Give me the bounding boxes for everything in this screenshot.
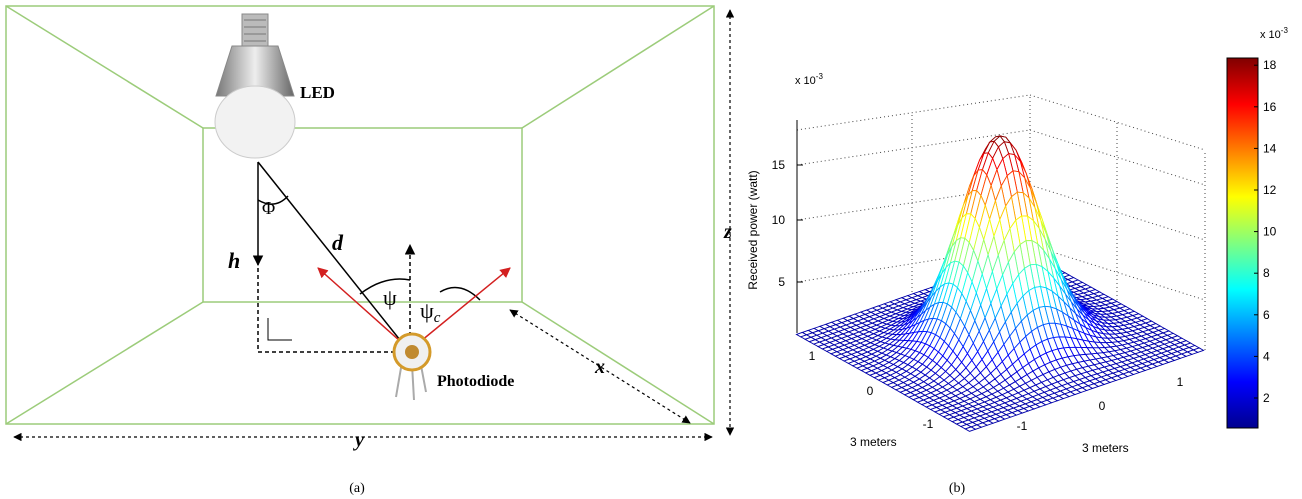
room — [6, 6, 714, 424]
colorbar-tick-label: 12 — [1263, 183, 1277, 197]
colorbar-tick-label: 10 — [1263, 225, 1277, 239]
colorbar-tick-label: 16 — [1263, 100, 1277, 114]
colorbar-tick-label: 18 — [1263, 58, 1277, 72]
axis-tick-label: 0 — [1099, 399, 1106, 413]
z-axis-label: Received power (watt) — [746, 170, 760, 289]
z-tick-label: 15 — [772, 158, 786, 172]
colorbar-tick-label: 4 — [1263, 349, 1270, 363]
led-bulb — [215, 14, 295, 158]
axis-label: 3 meters — [1082, 441, 1129, 455]
psi-label: ψ — [383, 285, 397, 310]
axis-tick-label: 1 — [809, 349, 816, 363]
axis-tick-label: 0 — [867, 384, 874, 398]
photodiode-icon — [394, 334, 430, 400]
z-tick-label: 5 — [778, 275, 785, 289]
axis-tick-label: -1 — [1017, 419, 1028, 433]
y-label: y — [353, 429, 364, 451]
colorbar-multiplier: x 10-3 — [1260, 26, 1288, 41]
photodiode-label: Photodiode — [437, 373, 514, 390]
axis-tick-label: 1 — [1177, 375, 1184, 389]
z-tick-label: 10 — [772, 213, 786, 227]
caption: (a) — [349, 481, 365, 496]
axis-label: 3 meters — [850, 435, 897, 449]
h-label: h — [228, 248, 240, 273]
z-multiplier: x 10-3 — [795, 72, 823, 87]
x-label: x — [594, 356, 605, 378]
colorbar-tick-label: 14 — [1263, 141, 1277, 155]
phi-label: Φ — [262, 198, 275, 218]
colorbar-tick-label: 6 — [1263, 308, 1270, 322]
colorbar — [1227, 58, 1258, 428]
geometry — [14, 10, 730, 437]
d-label: d — [332, 230, 344, 255]
axis-tick-label: -1 — [923, 417, 934, 431]
caption: (b) — [949, 481, 966, 496]
z-label: z — [723, 221, 732, 243]
figure: LED Φ d h ψ ψc z y x Photodiode (a) (b) … — [0, 0, 1302, 499]
surface — [796, 136, 1203, 431]
colorbar-tick-label: 2 — [1263, 391, 1270, 405]
led-label: LED — [300, 83, 335, 102]
colorbar-tick-label: 8 — [1263, 266, 1270, 280]
